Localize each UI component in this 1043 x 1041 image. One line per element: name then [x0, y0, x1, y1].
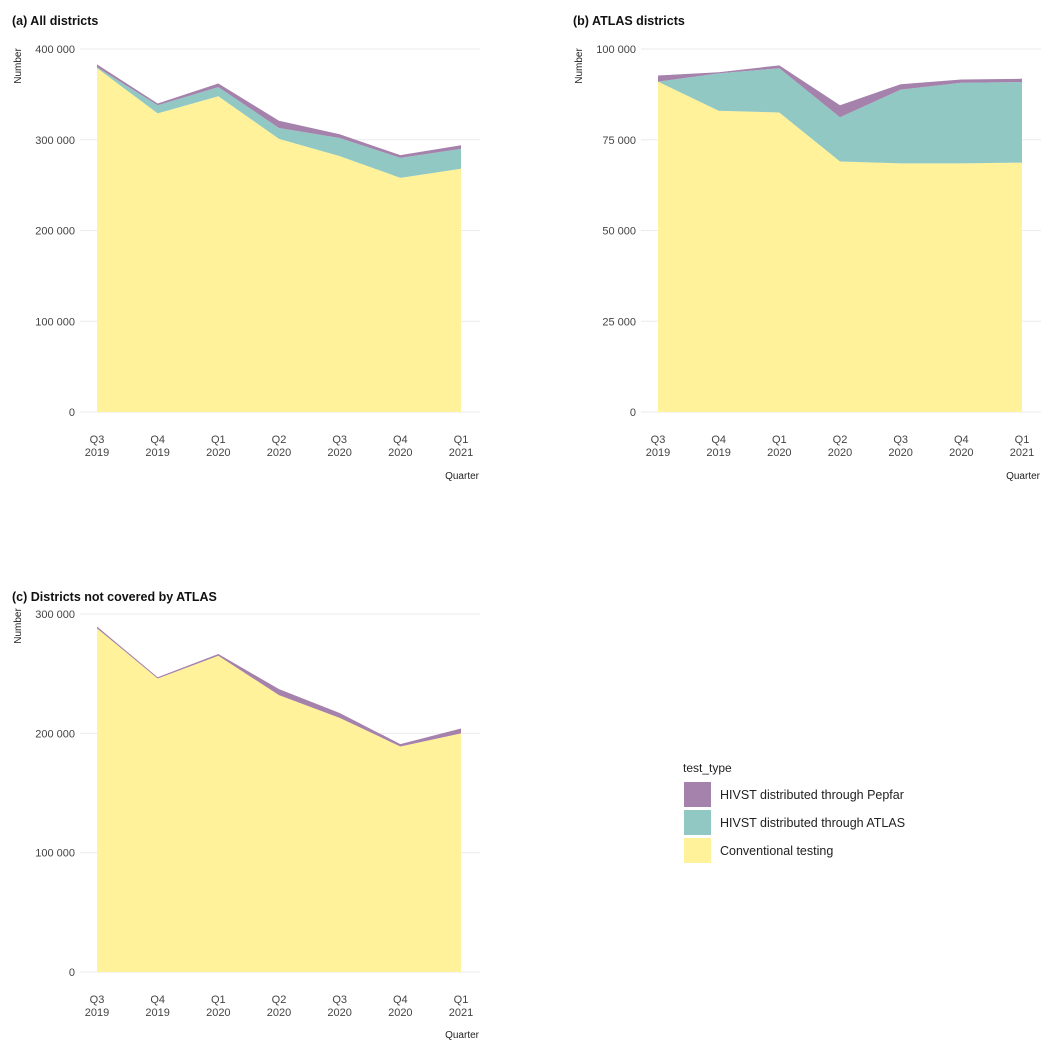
y-axis-label: Number: [13, 48, 24, 84]
legend-label: Conventional testing: [720, 844, 833, 858]
legend-title: test_type: [683, 761, 732, 775]
x-tick-label: Q3 2019: [85, 994, 109, 1019]
y-tick-label: 400 000: [35, 44, 75, 56]
x-tick-label: Q3 2020: [888, 434, 912, 459]
x-axis-label: Quarter: [445, 471, 480, 482]
area-conventional-testing: [658, 81, 1022, 413]
y-tick-label: 100 000: [35, 316, 75, 328]
area-conventional-testing: [97, 68, 461, 412]
legend: test_type HIVST distributed through Pepf…: [683, 761, 905, 863]
legend-item: Conventional testing: [684, 838, 833, 863]
panel-title: (a) All districts: [12, 14, 98, 28]
y-tick-label: 0: [630, 407, 636, 419]
y-tick-label: 0: [69, 967, 75, 979]
legend-swatch: [684, 838, 711, 863]
x-tick-label: Q2 2020: [828, 434, 852, 459]
area-hivst-distributed-through-pepfar: [658, 65, 1022, 118]
x-tick-label: Q1 2020: [206, 434, 230, 459]
legend-swatch: [684, 782, 711, 807]
x-tick-label: Q1 2021: [449, 994, 473, 1019]
legend-label: HIVST distributed through ATLAS: [720, 816, 905, 830]
y-axis-label: Number: [13, 608, 24, 644]
x-tick-label: Q4 2020: [388, 994, 412, 1019]
x-tick-label: Q4 2019: [145, 434, 169, 459]
x-axis-label: Quarter: [1006, 471, 1041, 482]
legend-label: HIVST distributed through Pepfar: [720, 788, 904, 802]
y-tick-label: 200 000: [35, 226, 75, 238]
panel-title: (b) ATLAS districts: [573, 14, 685, 28]
x-tick-label: Q1 2020: [767, 434, 791, 459]
area-hivst-distributed-through-atlas: [658, 68, 1022, 164]
y-tick-label: 300 000: [35, 609, 75, 621]
panel-all-districts: (a) All districts Number Quarter 0 100 00…: [12, 14, 480, 482]
x-tick-label: Q1 2020: [206, 994, 230, 1019]
y-tick-label: 200 000: [35, 728, 75, 740]
x-tick-label: Q2 2020: [267, 994, 291, 1019]
y-tick-label: 25 000: [602, 316, 636, 328]
y-tick-label: 100 000: [35, 848, 75, 860]
y-tick-label: 100 000: [596, 44, 636, 56]
y-axis-label: Number: [574, 48, 585, 84]
x-tick-label: Q3 2019: [85, 434, 109, 459]
y-tick-label: 0: [69, 407, 75, 419]
y-tick-label: 300 000: [35, 135, 75, 147]
panel-non-atlas-districts: (c) Districts not covered by ATLAS Numbe…: [12, 590, 480, 1041]
legend-item: HIVST distributed through ATLAS: [684, 810, 905, 835]
area-hivst-distributed-through-atlas: [97, 67, 461, 178]
x-tick-label: Q1 2021: [449, 434, 473, 459]
x-tick-label: Q2 2020: [267, 434, 291, 459]
x-axis-label: Quarter: [445, 1030, 480, 1041]
x-tick-label: Q3 2020: [327, 994, 351, 1019]
x-tick-label: Q1 2021: [1010, 434, 1034, 459]
legend-item: HIVST distributed through Pepfar: [684, 782, 904, 807]
panel-title: (c) Districts not covered by ATLAS: [12, 590, 217, 604]
panel-atlas-districts: (b) ATLAS districts Number Quarter 0 25 0…: [573, 14, 1041, 482]
legend-swatch: [684, 810, 711, 835]
area-conventional-testing: [97, 628, 461, 972]
x-tick-label: Q4 2020: [949, 434, 973, 459]
x-tick-label: Q3 2020: [327, 434, 351, 459]
y-tick-label: 50 000: [602, 226, 636, 238]
x-tick-label: Q3 2019: [646, 434, 670, 459]
x-tick-label: Q4 2019: [145, 994, 169, 1019]
x-tick-label: Q4 2020: [388, 434, 412, 459]
x-tick-label: Q4 2019: [706, 434, 730, 459]
y-tick-label: 75 000: [602, 135, 636, 147]
